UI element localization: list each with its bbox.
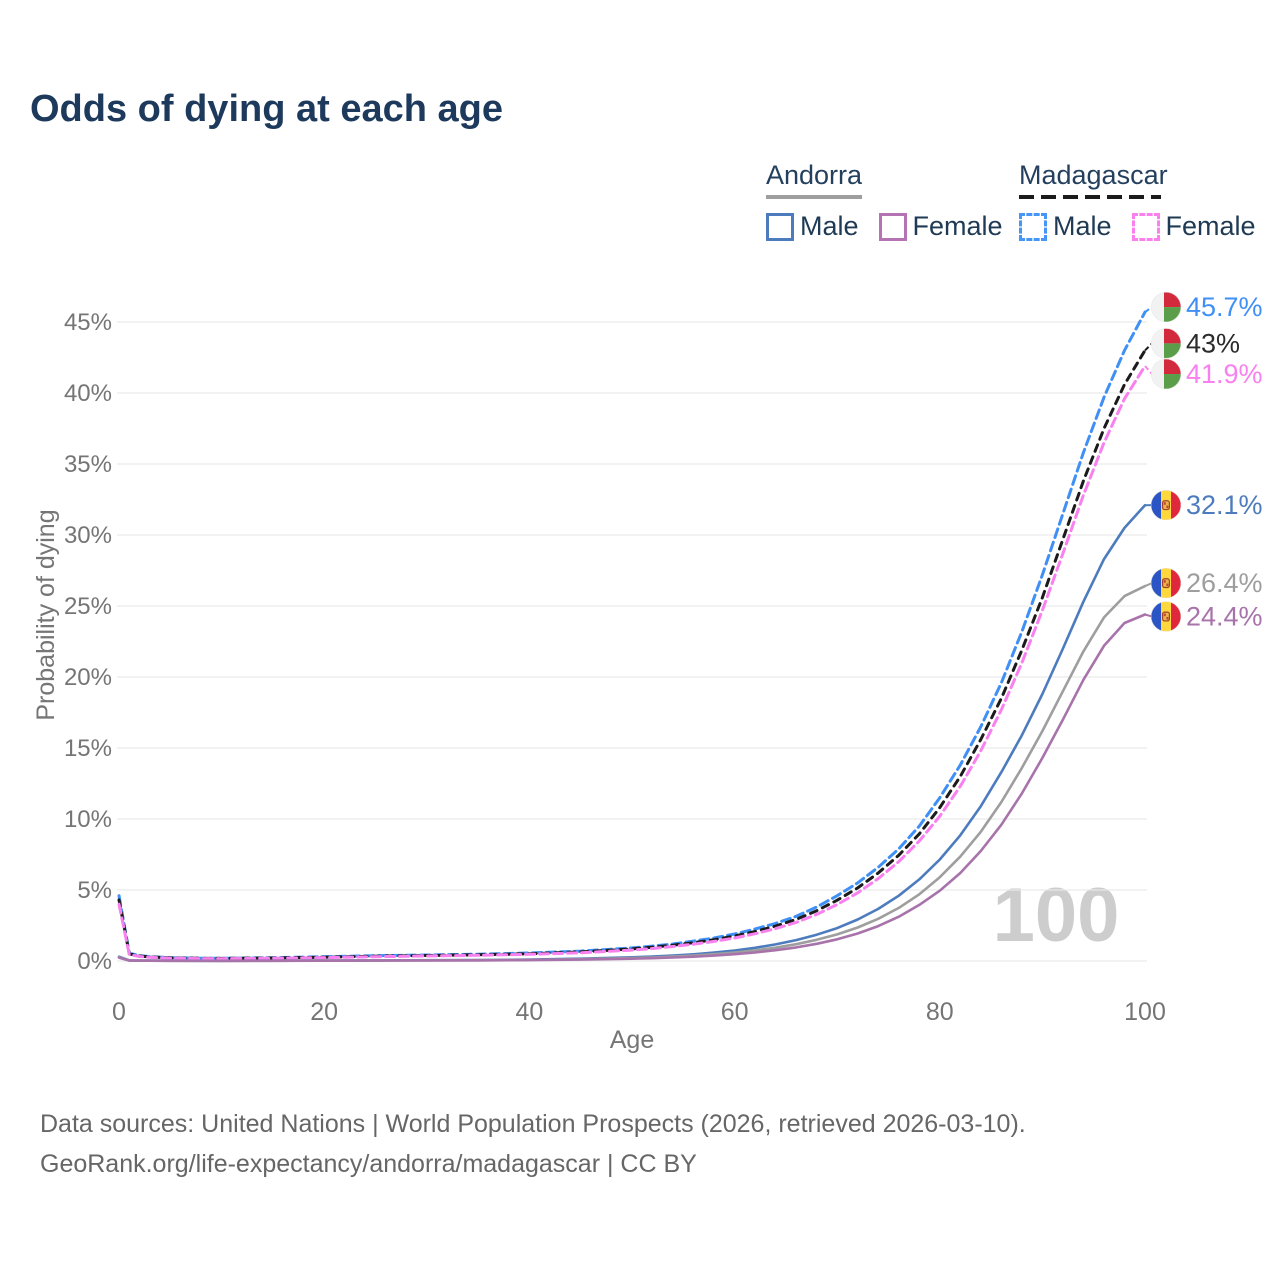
hover-age-watermark: 100 <box>992 873 1120 958</box>
legend-item-madagascar-female[interactable]: Female <box>1131 211 1256 242</box>
x-axis-title: Age <box>609 1026 655 1054</box>
series-end-value-label: 32.1% <box>1186 490 1263 520</box>
madagascar-flag-icon <box>1151 328 1181 359</box>
legend-group-madagascar: Madagascar Male Female <box>1019 160 1276 242</box>
legend-item-madagascar-male[interactable]: Male <box>1019 211 1112 242</box>
series-line-andorra-female[interactable] <box>117 613 1147 963</box>
y-tick-label: 10% <box>64 806 112 833</box>
solid-line-swatch-icon <box>878 212 907 241</box>
legend-item-andorra-female[interactable]: Female <box>878 211 1003 242</box>
series-line-madagascar-both[interactable] <box>117 348 1147 960</box>
y-tick-label: 45% <box>64 309 112 336</box>
y-tick-label: 35% <box>64 451 112 478</box>
data-sources-footer: Data sources: United Nations | World Pop… <box>40 1104 1190 1184</box>
series-end-value-label: 43% <box>1186 328 1240 358</box>
series-end-value-label: 26.4% <box>1186 568 1263 598</box>
legend-item-label: Female <box>912 211 1003 241</box>
y-tick-label: 25% <box>64 593 112 620</box>
solid-line-swatch-icon <box>766 212 794 241</box>
x-tick-label: 60 <box>721 998 749 1026</box>
madagascar-flag-icon <box>1151 359 1181 390</box>
series-line-madagascar-male[interactable] <box>117 310 1147 960</box>
andorra-flag-icon <box>1151 601 1181 632</box>
legend-underline-solid <box>766 195 862 199</box>
legend-country-label: Andorra <box>766 160 863 190</box>
x-tick-label: 40 <box>515 998 543 1026</box>
y-tick-label: 5% <box>77 877 112 904</box>
y-tick-label: 0% <box>77 948 112 975</box>
x-tick-label: 80 <box>926 998 954 1026</box>
legend-country-label: Madagascar <box>1019 160 1168 190</box>
y-tick-label: 15% <box>64 735 112 762</box>
series-end-value-label: 45.7% <box>1186 292 1263 322</box>
x-tick-label: 20 <box>310 998 338 1026</box>
legend-item-label: Female <box>1165 211 1256 241</box>
x-tick-label: 100 <box>1124 998 1166 1026</box>
legend-underline-dashed <box>1019 195 1161 199</box>
series-line-madagascar-female[interactable] <box>117 364 1147 961</box>
x-tick-label: 0 <box>112 998 126 1026</box>
andorra-flag-icon <box>1151 568 1181 599</box>
legend-item-label: Male <box>800 211 859 241</box>
y-tick-label: 40% <box>64 380 112 407</box>
dashed-line-swatch-icon <box>1019 212 1047 241</box>
footer-line-2: GeoRank.org/life-expectancy/andorra/mada… <box>40 1150 697 1178</box>
y-axis-title: Probability of dying <box>32 509 60 721</box>
series-end-value-label: 24.4% <box>1186 602 1263 632</box>
footer-line-1: Data sources: United Nations | World Pop… <box>40 1110 1026 1138</box>
legend-item-label: Male <box>1053 211 1112 241</box>
series-line-andorra-both[interactable] <box>117 584 1147 963</box>
y-tick-label: 30% <box>64 522 112 549</box>
madagascar-flag-icon <box>1151 292 1181 323</box>
legend-group-andorra: Andorra Male Female <box>766 160 1023 242</box>
y-tick-label: 20% <box>64 664 112 691</box>
series-end-value-label: 41.9% <box>1186 359 1263 389</box>
page-title: Odds of dying at each age <box>30 88 503 130</box>
legend-item-andorra-male[interactable]: Male <box>766 211 859 242</box>
andorra-flag-icon <box>1151 490 1181 521</box>
dashed-line-swatch-icon <box>1131 212 1160 241</box>
